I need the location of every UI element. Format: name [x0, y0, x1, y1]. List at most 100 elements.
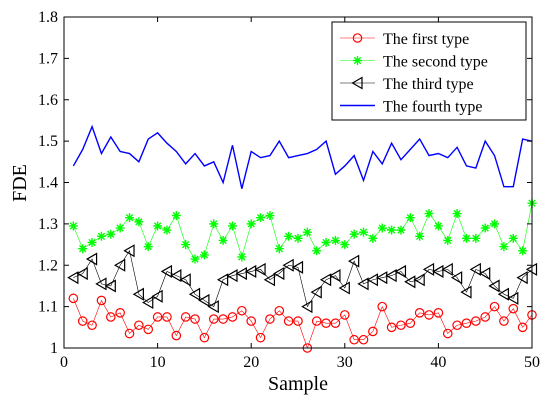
series-3-point [245, 264, 257, 278]
series-2-point [125, 213, 135, 223]
series-1-point [265, 314, 275, 324]
series-3-point [404, 275, 416, 289]
series-1-point [199, 332, 210, 343]
series-1-point [162, 312, 172, 322]
series-1-point [152, 312, 163, 322]
series-1-point [471, 316, 481, 326]
legend-marker [351, 76, 363, 90]
y-tick-label: 1.8 [38, 9, 58, 26]
series-3-point [263, 273, 276, 287]
series-1-point [424, 310, 434, 320]
legend-entry-1: The first type [340, 31, 469, 48]
series-1-point [433, 308, 444, 318]
legend-entry-4: The fourth type [340, 99, 483, 116]
plot-area [67, 124, 538, 353]
series-3-point [488, 279, 500, 293]
series-2-point [359, 227, 369, 237]
series-1-point [283, 316, 294, 326]
series-1-point [171, 330, 182, 341]
series-2-point [415, 231, 425, 241]
series-3-point [123, 244, 135, 258]
series-1-line [73, 298, 533, 349]
series-2-point [96, 231, 106, 241]
series-3-point [76, 266, 88, 281]
x-tick-label: 30 [337, 354, 353, 371]
series-1-point [489, 301, 500, 312]
series-2-point [424, 209, 434, 219]
legend-label: The first type [383, 31, 469, 48]
series-1-point [134, 320, 144, 331]
series-2-point [274, 244, 284, 254]
series-3-point [479, 266, 491, 281]
series-3-point [432, 264, 444, 278]
series-1-point [218, 314, 228, 324]
series-1-point [508, 303, 519, 314]
series-3-point [216, 273, 229, 287]
series-2-point [171, 211, 181, 221]
series-2-point [162, 225, 172, 235]
series-4 [72, 124, 533, 189]
series-1-point [208, 314, 219, 324]
series-1-point [124, 328, 135, 339]
series-3-point [385, 269, 397, 283]
series-1-point [77, 316, 88, 326]
series-2-point [302, 227, 312, 237]
series-3-point [301, 300, 313, 314]
legend-label: The third type [383, 76, 474, 93]
series-2-point [340, 240, 350, 250]
series-2-point [321, 237, 331, 247]
legend-label: The fourth type [383, 99, 483, 116]
series-2-point [508, 233, 518, 243]
legend: The first type The second type The third t… [331, 21, 527, 121]
series-3-point [104, 279, 116, 293]
y-tick-label: 1.4 [38, 175, 58, 192]
series-3-point [422, 262, 435, 276]
series-1-point [499, 316, 509, 326]
series-1-point [143, 324, 154, 335]
series-4-line [72, 124, 533, 189]
series-3-point [441, 262, 453, 276]
series-1-point [480, 312, 490, 322]
series-3-point [160, 264, 173, 278]
series-2-point [452, 209, 462, 219]
legend-entry-2: The second type [340, 54, 488, 71]
series-3-point [226, 269, 238, 283]
series-1-point [377, 301, 388, 312]
legend-box [331, 21, 527, 121]
series-3-point [151, 289, 163, 303]
series-2-point [246, 219, 256, 229]
series-2-point [237, 252, 247, 262]
series-2-point [433, 221, 443, 231]
series-1-point [87, 320, 97, 331]
series-1-point [180, 312, 191, 322]
series-1-point [246, 316, 256, 326]
series-3-point [366, 273, 378, 287]
series-3-point [394, 264, 407, 278]
series-2-point [190, 254, 200, 264]
series-2-point [387, 225, 397, 235]
series-2-point [68, 221, 78, 231]
x-tick-label: 0 [60, 354, 68, 371]
series-3-point [291, 260, 304, 274]
x-tick-label: 50 [524, 354, 540, 371]
series-1-point [237, 305, 247, 316]
series-3-point [282, 258, 294, 272]
series-3-point [95, 277, 107, 291]
series-3-point [132, 287, 144, 301]
legend-entry-3: The third type [340, 76, 474, 93]
series-2-point [480, 223, 490, 233]
series-1-point [321, 318, 331, 328]
series-3-point [319, 273, 332, 287]
y-tick-label: 1.7 [38, 50, 58, 67]
series-3-point [310, 285, 322, 299]
series-3-point [469, 262, 481, 276]
series-2-point [405, 213, 415, 223]
series-2-line [73, 203, 533, 260]
series-1-point [274, 305, 285, 316]
y-tick-label: 1.1 [38, 299, 58, 316]
series-2-point [499, 242, 509, 252]
series-3-point [198, 293, 210, 307]
series-1-point [293, 316, 303, 326]
series-1-point [339, 310, 350, 320]
series-1-point [517, 322, 528, 333]
